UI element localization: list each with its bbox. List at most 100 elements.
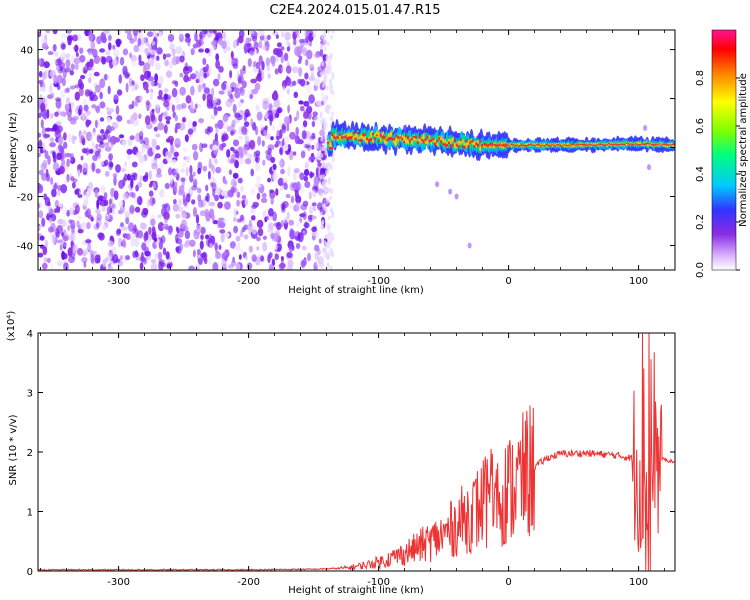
noise-edge-blob <box>330 188 334 194</box>
noise-blob <box>261 60 265 71</box>
noise-blob <box>108 34 112 41</box>
noise-blob <box>200 234 204 241</box>
noise-blob <box>124 30 132 34</box>
noise-edge-blob <box>328 230 332 236</box>
noise-blob <box>77 248 84 256</box>
noise-blob <box>194 103 198 110</box>
signal-outlier-blob <box>467 242 472 249</box>
noise-blob <box>265 111 269 119</box>
noise-blob <box>93 55 101 64</box>
noise-blob <box>202 58 207 65</box>
noise-blob <box>172 169 178 178</box>
noise-blob <box>235 210 239 215</box>
noise-blob <box>246 262 253 270</box>
noise-blob <box>221 135 226 143</box>
noise-blob <box>90 40 96 50</box>
noise-blob <box>132 227 137 234</box>
noise-blob <box>62 241 67 248</box>
noise-blob <box>171 87 178 98</box>
noise-blob <box>198 118 205 124</box>
noise-blob <box>52 30 58 35</box>
noise-blob <box>118 200 124 208</box>
noise-blob <box>286 252 293 259</box>
noise-blob <box>62 141 68 149</box>
noise-blob <box>194 32 198 42</box>
noise-blob <box>59 146 65 155</box>
noise-edge-blob <box>320 224 324 230</box>
noise-edge-blob <box>326 255 329 261</box>
noise-blob <box>236 71 240 79</box>
noise-blob <box>54 51 59 57</box>
noise-blob <box>221 252 228 260</box>
noise-blob <box>214 133 218 142</box>
noise-blob <box>68 256 75 264</box>
spectrogram-y-tick-label: -40 <box>17 242 33 253</box>
noise-blob <box>74 44 79 53</box>
noise-edge-blob <box>331 153 335 159</box>
noise-blob <box>204 48 210 54</box>
noise-blob <box>137 196 143 206</box>
noise-blob <box>171 80 177 85</box>
noise-blob <box>200 226 206 235</box>
noise-blob <box>142 81 149 91</box>
noise-blob <box>49 137 55 143</box>
noise-blob <box>134 32 138 42</box>
noise-blob <box>211 213 215 222</box>
noise-blob <box>287 104 290 114</box>
colorbar-tick-label: 0.6 <box>695 118 706 134</box>
noise-blob <box>47 155 51 165</box>
noise-blob <box>173 199 177 205</box>
noise-blob <box>251 254 257 262</box>
noise-blob <box>179 72 184 78</box>
noise-blob <box>299 217 303 222</box>
noise-blob <box>91 104 97 109</box>
noise-edge-blob <box>328 104 332 110</box>
noise-blob <box>112 58 118 67</box>
noise-blob <box>194 264 200 270</box>
noise-blob <box>214 251 222 260</box>
noise-blob <box>103 142 110 147</box>
noise-blob <box>229 94 234 100</box>
noise-edge-blob <box>322 203 325 209</box>
noise-blob <box>86 61 90 68</box>
noise-blob <box>45 168 49 178</box>
noise-blob <box>299 105 305 112</box>
noise-blob <box>218 37 223 46</box>
noise-blob <box>301 130 307 140</box>
noise-blob <box>156 47 163 55</box>
noise-blob <box>50 213 57 222</box>
noise-blob <box>49 208 54 218</box>
noise-blob <box>267 216 273 221</box>
noise-blob <box>189 173 194 183</box>
noise-blob <box>319 129 325 137</box>
noise-blob <box>89 135 93 141</box>
noise-blob <box>60 184 68 194</box>
spectrogram-x-label: Height of straight line (km) <box>288 285 424 296</box>
noise-blob <box>214 123 218 129</box>
noise-blob <box>299 78 306 87</box>
noise-blob <box>125 82 129 93</box>
noise-blob <box>191 143 198 151</box>
noise-blob <box>275 188 279 196</box>
noise-blob <box>258 55 263 65</box>
noise-blob <box>99 78 106 89</box>
noise-blob <box>300 38 307 43</box>
noise-blob <box>108 108 115 113</box>
noise-edge-blob <box>319 71 323 77</box>
noise-blob <box>163 100 170 108</box>
noise-blob <box>256 192 261 200</box>
noise-blob <box>85 191 90 200</box>
noise-blob <box>207 170 211 180</box>
noise-blob <box>228 86 233 92</box>
noise-blob <box>280 256 284 264</box>
noise-edge-blob <box>323 74 327 80</box>
noise-blob <box>119 255 123 261</box>
noise-blob <box>88 148 94 154</box>
noise-blob <box>214 158 218 165</box>
noise-blob <box>77 169 81 177</box>
noise-blob <box>108 265 114 270</box>
noise-blob <box>289 131 296 140</box>
noise-edge-blob <box>331 72 335 77</box>
noise-blob <box>294 230 299 237</box>
